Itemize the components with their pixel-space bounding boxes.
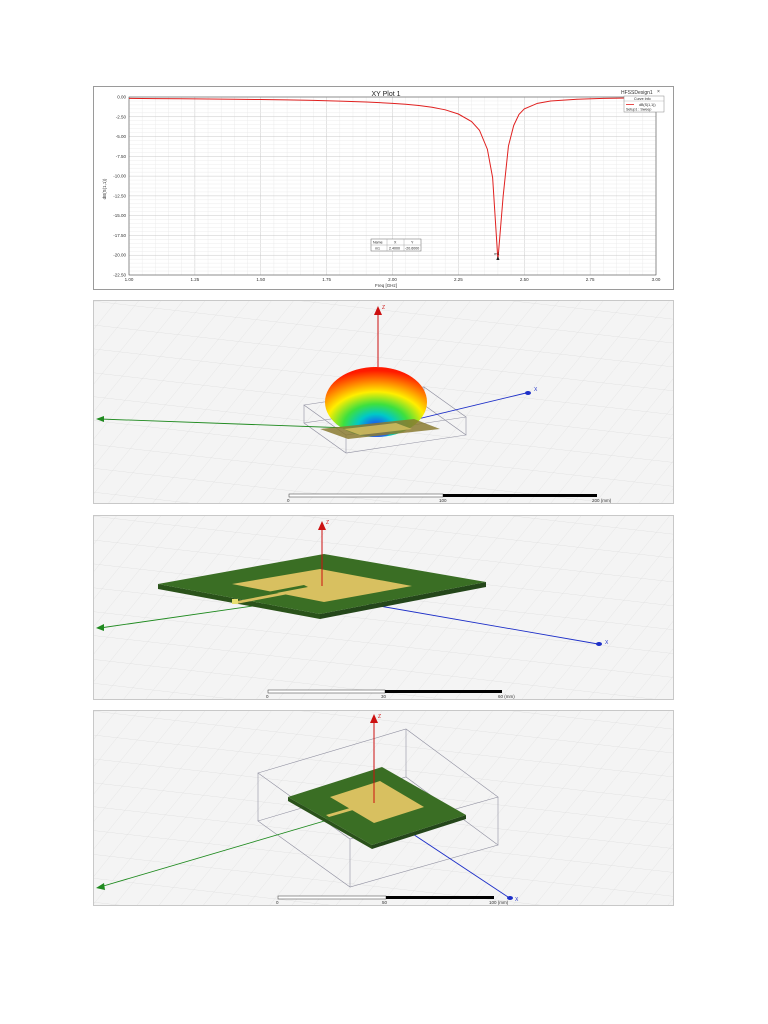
legend-design: HFSSDesign1 (621, 90, 653, 96)
plot-frame (128, 96, 657, 276)
scale-mid: 30 (381, 694, 387, 699)
scale-bar: 0 100 200 (mm) (287, 493, 612, 503)
legend-close-icon[interactable]: × (657, 89, 660, 95)
y-axis-arrow (96, 416, 104, 422)
radiation-3d-scene: X Z 0 100 200 (mm) (94, 301, 673, 503)
scale-end: 100 (mm) (489, 900, 509, 905)
x-tick-labels: 1.00 1.25 1.50 1.75 2.00 2.25 2.50 2.75 3.00 (125, 277, 661, 282)
marker-table-header-x: X (394, 241, 397, 245)
y-tick-label: -2.50 (116, 114, 127, 119)
x-tick-label: 2.00 (388, 277, 397, 282)
x-tick-label: 3.00 (652, 277, 661, 282)
scale-bar: 0 30 60 (mm) (266, 689, 515, 699)
plot-grid (128, 96, 657, 276)
legend-setup: Setup1 : Sweep (626, 108, 651, 112)
scale-end: 60 (mm) (498, 694, 515, 699)
z-axis-arrow (318, 521, 326, 530)
airbox-3d-scene: X Z 0 50 100 (mm) (94, 711, 673, 905)
y-axis-arrow (96, 624, 104, 631)
patch-element (330, 781, 424, 823)
y-tick-labels: 0.00 -2.50 -5.00 -7.50 -10.00 -12.50 -15.00 -17… (113, 95, 126, 278)
x-tick-label: 2.75 (586, 277, 595, 282)
x-tick-label: 2.50 (520, 277, 529, 282)
substrate-side (288, 797, 372, 849)
y-axis-line (99, 418, 377, 430)
patch-inset (262, 585, 308, 595)
s11-plot-panel: XY Plot 1 1.00 1.25 1.50 1.75 2.00 2.25 2.50 2.… (93, 86, 674, 290)
marker-table-name: m1 (375, 247, 380, 251)
marker-table: Name X Y m1 2.4000 -20.6000 (370, 238, 422, 252)
marker-table-header-y: Y (411, 241, 414, 245)
y-tick-label: -12.50 (113, 193, 126, 198)
y-tick-label: -20.00 (113, 253, 126, 258)
z-axis-arrow (370, 714, 378, 723)
x-axis-arrow (507, 896, 513, 900)
s11-plot: XY Plot 1 1.00 1.25 1.50 1.75 2.00 2.25 2.50 2.… (102, 89, 665, 288)
scale-start: 0 (287, 498, 290, 503)
y-tick-label: -5.00 (116, 134, 127, 139)
marker-table-x: 2.4000 (389, 247, 400, 251)
legend-entry: dB(S(1,1)) (639, 103, 656, 107)
scale-mid: 50 (382, 900, 388, 905)
x-axis-arrow (525, 391, 531, 395)
scale-mid: 100 (439, 498, 447, 503)
marker-table-header-name: Name (373, 241, 383, 245)
x-tick-label: 1.75 (322, 277, 331, 282)
x-axis-label: X (534, 387, 538, 393)
y-tick-label: -22.50 (113, 273, 126, 278)
y-axis-arrow (96, 883, 105, 890)
radiation-lobe (325, 367, 427, 437)
feed-port (232, 599, 238, 604)
marker-label: m1 (494, 252, 499, 256)
legend-header: Curve Info (634, 97, 651, 101)
airbox-geometry-view[interactable]: X Z 0 50 100 (mm) (93, 710, 674, 906)
marker-m1: m1 (494, 252, 500, 260)
feed-line (232, 589, 304, 604)
patch-element (344, 423, 412, 435)
y-tick-label: 0.00 (117, 95, 126, 100)
x-tick-label: 1.00 (125, 277, 134, 282)
feed-line (326, 801, 377, 817)
patch-geometry-view[interactable]: X Z 0 30 60 (mm) (93, 515, 674, 700)
grid-background (94, 516, 673, 699)
marker-arrow (496, 255, 500, 260)
plot-title: XY Plot 1 (371, 91, 400, 98)
substrate-side-right (320, 582, 486, 619)
scale-start: 0 (266, 694, 269, 699)
s11-curve-line (128, 97, 657, 261)
z-axis-label: Z (326, 520, 329, 526)
z-axis-arrow (374, 306, 382, 315)
y-tick-label: -17.50 (113, 233, 126, 238)
legend: HFSSDesign1 × Curve Info dB(S(1,1)) Setu… (621, 89, 665, 113)
scale-start: 0 (276, 900, 279, 905)
scale-end: 200 (mm) (592, 498, 612, 503)
z-axis-label: Z (382, 305, 385, 311)
x-axis-label: X (515, 897, 519, 903)
y-tick-label: -7.50 (116, 154, 127, 159)
x-axis-label: X (605, 640, 609, 646)
y-tick-label: -15.00 (113, 213, 126, 218)
y-axis-label: dB(S(1,1)) (102, 178, 107, 199)
x-tick-label: 1.25 (190, 277, 199, 282)
x-tick-label: 1.50 (256, 277, 265, 282)
radiation-pattern-view[interactable]: X Z 0 100 200 (mm) (93, 300, 674, 504)
scale-bar: 0 50 100 (mm) (276, 895, 509, 905)
z-axis-label: Z (378, 714, 381, 720)
x-tick-label: 2.25 (454, 277, 463, 282)
x-axis-arrow (596, 642, 602, 646)
y-tick-label: -10.00 (113, 174, 126, 179)
substrate-side-right (372, 815, 466, 849)
x-axis-label: Freq [GHz] (375, 283, 397, 288)
patch-3d-scene: X Z 0 30 60 (mm) (94, 516, 673, 699)
marker-table-y: -20.6000 (405, 247, 419, 251)
